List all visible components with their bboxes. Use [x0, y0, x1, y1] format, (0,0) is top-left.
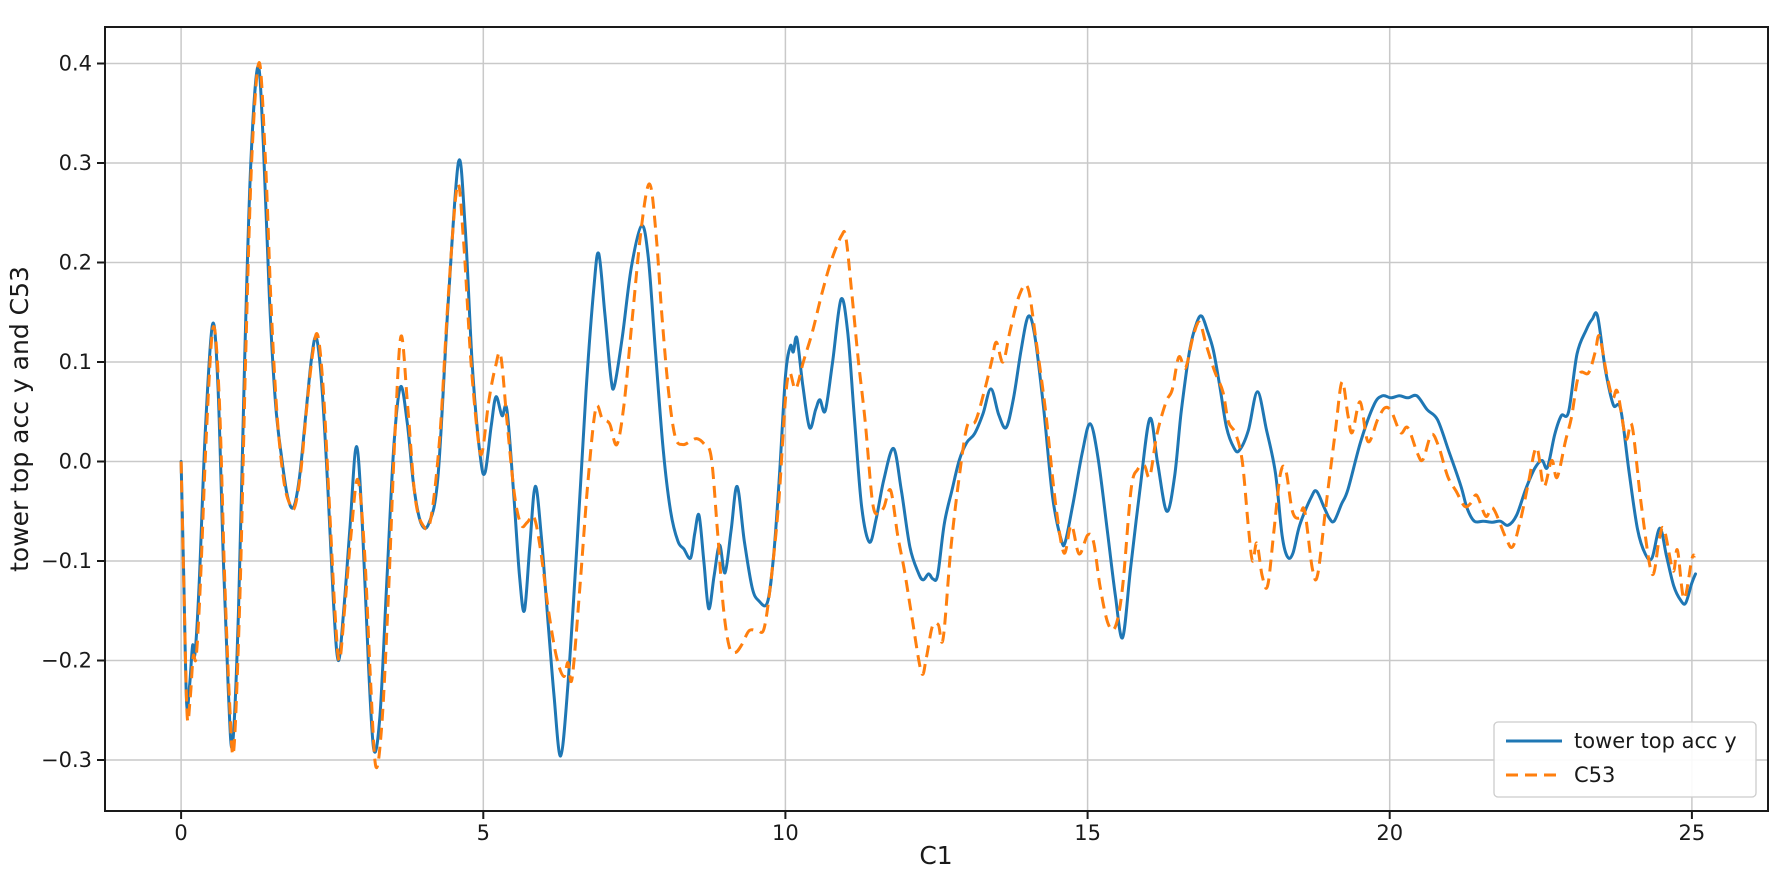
tower-top-acc-y-line — [179, 64, 1697, 758]
y-tick-label: 0.2 — [59, 251, 92, 275]
y-tick-label: −0.2 — [41, 649, 92, 673]
axes-spines — [104, 26, 1769, 812]
tick-labels: 0 5 10 15 20 25 0.4 0.3 0.2 0.1 0.0 −0.1 −0.2 −0.3 — [41, 52, 1705, 846]
c53-line — [179, 60, 1697, 770]
y-tick-label: 0.1 — [59, 350, 92, 374]
y-axis-label: tower top acc y and C53 — [5, 266, 34, 572]
x-tick-label: 15 — [1074, 821, 1101, 845]
legend: tower top acc y C53 — [1493, 721, 1757, 798]
x-axis-label: C1 — [919, 841, 952, 870]
legend-label-tower-top-acc-y: tower top acc y — [1574, 729, 1737, 753]
tick-marks — [97, 62, 1693, 819]
y-tick-label: −0.3 — [41, 748, 92, 772]
legend-label-c53: C53 — [1574, 763, 1615, 787]
y-tick-label: 0.0 — [59, 450, 92, 474]
x-tick-label: 5 — [477, 821, 490, 845]
gridlines — [105, 27, 1768, 811]
y-tick-label: 0.3 — [59, 151, 92, 175]
x-tick-label: 20 — [1376, 821, 1403, 845]
x-tick-label: 0 — [174, 821, 187, 845]
x-tick-label: 10 — [772, 821, 799, 845]
data-series — [179, 60, 1697, 770]
y-tick-label: −0.1 — [41, 549, 92, 573]
x-tick-label: 25 — [1679, 821, 1706, 845]
y-tick-label: 0.4 — [59, 52, 92, 76]
